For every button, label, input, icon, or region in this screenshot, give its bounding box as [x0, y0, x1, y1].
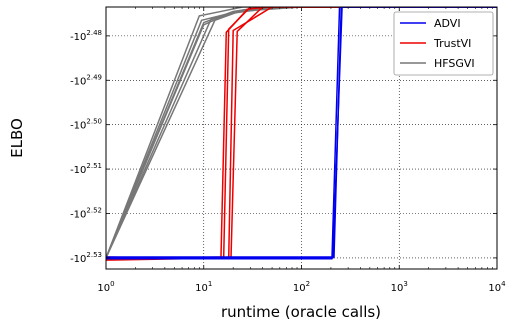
x-tick-label: 101	[195, 280, 212, 294]
legend-label-hfsgvi: HFSGVI	[434, 57, 475, 70]
x-tick-exponent: 4	[501, 280, 506, 288]
legend-box	[393, 11, 494, 76]
y-tick-exponent: 2.48	[86, 29, 102, 37]
legend: ADVI TrustVI HFSGVI	[393, 11, 494, 76]
series-line-hfsgvi	[106, 7, 497, 259]
x-tick-exponent: 1	[208, 280, 212, 288]
x-tick-label: 100	[97, 280, 114, 294]
x-tick-label: 102	[293, 280, 310, 294]
x-tick-label: 103	[391, 280, 408, 294]
y-tick-base: -10	[70, 32, 86, 43]
plot-lines	[106, 7, 497, 261]
x-axis-label: runtime (oracle calls)	[221, 303, 381, 321]
y-tick-exponent: 2.52	[86, 206, 102, 214]
legend-label-advi: ADVI	[434, 17, 461, 30]
y-tick-label: -102.48	[70, 29, 102, 43]
x-tick-base: 10	[391, 283, 404, 294]
x-tick-label: 104	[488, 280, 506, 294]
x-tick-exponent: 2	[306, 280, 310, 288]
y-tick-label: -102.49	[70, 73, 102, 87]
x-tick-base: 10	[195, 283, 208, 294]
series-line-advi	[106, 7, 497, 260]
y-tick-label: -102.53	[70, 251, 102, 265]
x-tick-exponent: 0	[110, 280, 114, 288]
y-tick-base: -10	[70, 121, 86, 132]
y-tick-label: -102.50	[70, 118, 102, 132]
y-tick-base: -10	[70, 209, 86, 220]
series-line-advi	[106, 7, 497, 258]
x-tick-exponent: 3	[403, 280, 407, 288]
y-tick-label: -102.51	[70, 162, 102, 176]
y-tick-exponent: 2.49	[86, 73, 102, 81]
y-tick-base: -10	[70, 165, 86, 176]
legend-label-trustvi: TrustVI	[433, 37, 471, 50]
y-tick-exponent: 2.53	[86, 251, 102, 259]
x-tick-base: 10	[97, 283, 110, 294]
y-tick-base: -10	[70, 76, 86, 87]
series-line-hfsgvi	[106, 7, 497, 259]
y-axis-label: ELBO	[8, 118, 26, 158]
y-tick-exponent: 2.51	[86, 162, 102, 170]
x-tick-base: 10	[488, 283, 501, 294]
y-tick-exponent: 2.50	[86, 118, 102, 126]
y-tick-label: -102.52	[70, 206, 102, 220]
x-tick-base: 10	[293, 283, 306, 294]
y-tick-base: -10	[70, 254, 86, 265]
axis-ticks: 100 101 102 103 104-102.48-102.49-102.50-102…	[70, 7, 506, 294]
